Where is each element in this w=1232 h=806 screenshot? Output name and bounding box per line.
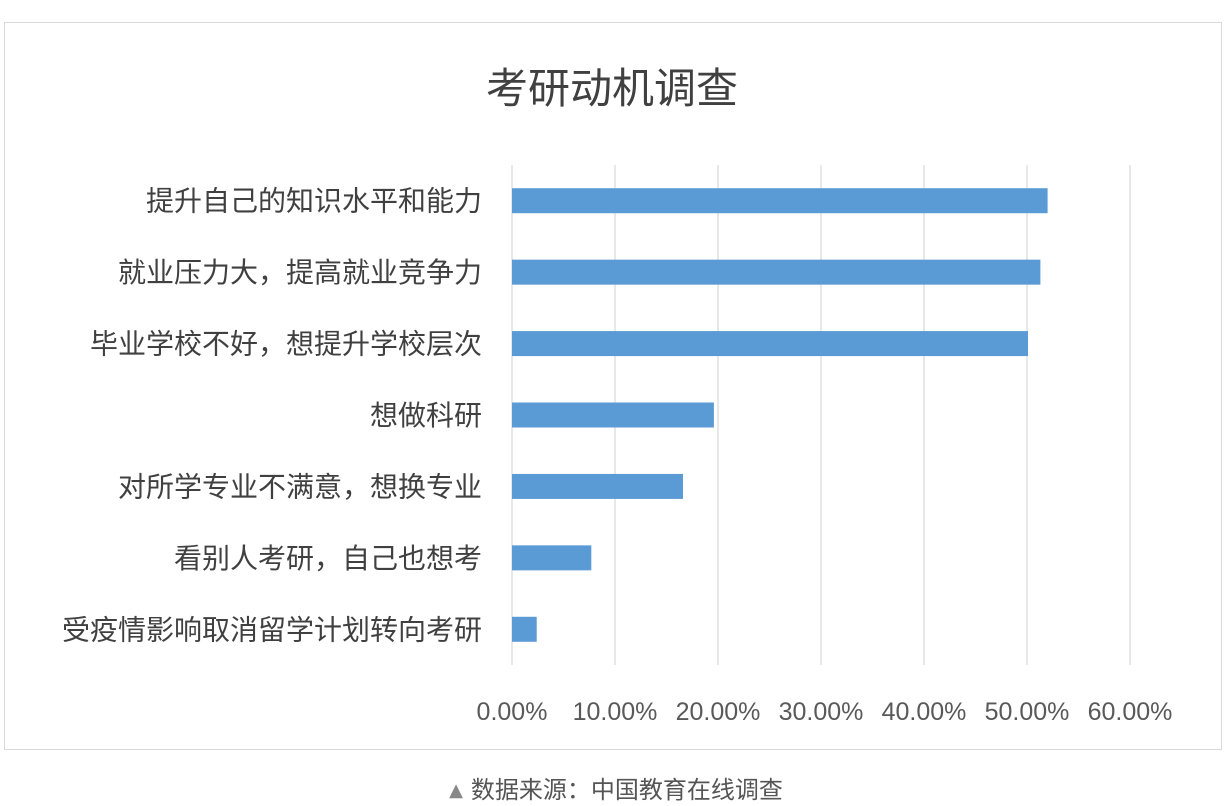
bars (512, 188, 1048, 642)
category-label: 对所学专业不满意，想换专业 (118, 470, 482, 503)
chart-title: 考研动机调查 (486, 64, 738, 113)
bar (512, 616, 537, 642)
category-label: 提升自己的知识水平和能力 (146, 185, 482, 218)
tick-label: 50.00% (985, 698, 1070, 726)
gridlines (511, 165, 1131, 665)
bar (512, 188, 1048, 214)
category-label: 就业压力大，提高就业竞争力 (118, 256, 482, 289)
bar (512, 402, 714, 428)
bar (512, 473, 683, 499)
tick-label: 60.00% (1088, 698, 1173, 726)
tick-label: 40.00% (882, 698, 967, 726)
tick-label: 20.00% (676, 698, 761, 726)
bar (512, 331, 1029, 357)
tick-label: 10.00% (573, 698, 658, 726)
bar (512, 259, 1041, 285)
tick-label: 30.00% (779, 698, 864, 726)
chart-frame (4, 22, 1222, 750)
category-label: 看别人考研，自己也想考 (174, 542, 482, 575)
bar (512, 545, 592, 571)
source-caption-text: 数据来源：中国教育在线调查 (470, 776, 783, 804)
bar-chart: 考研动机调查 提升自己的知识水平和能力就业压力大，提高就业竞争力毕业学校不好，想… (62, 64, 1173, 726)
triangle-icon: ▲ (449, 780, 463, 801)
category-labels: 提升自己的知识水平和能力就业压力大，提高就业竞争力毕业学校不好，想提升学校层次想… (62, 185, 482, 647)
category-label: 受疫情影响取消留学计划转向考研 (62, 613, 482, 646)
category-label: 想做科研 (370, 399, 482, 432)
category-label: 毕业学校不好，想提升学校层次 (90, 328, 482, 361)
tick-label: 0.00% (477, 698, 548, 726)
source-caption: ▲ 数据来源：中国教育在线调查 (0, 770, 1232, 805)
x-axis-tick-labels: 0.00% 10.00% 20.00% 30.00% 40.00% 50.00% 60.00… (477, 698, 1173, 726)
